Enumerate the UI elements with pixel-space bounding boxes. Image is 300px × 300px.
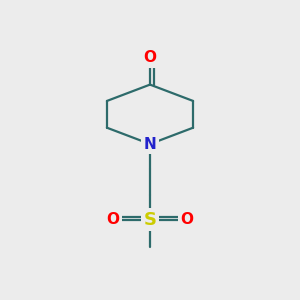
Text: N: N [144, 136, 156, 152]
Text: O: O [181, 212, 194, 227]
Text: S: S [143, 211, 157, 229]
Text: O: O [143, 50, 157, 65]
Text: O: O [106, 212, 119, 227]
